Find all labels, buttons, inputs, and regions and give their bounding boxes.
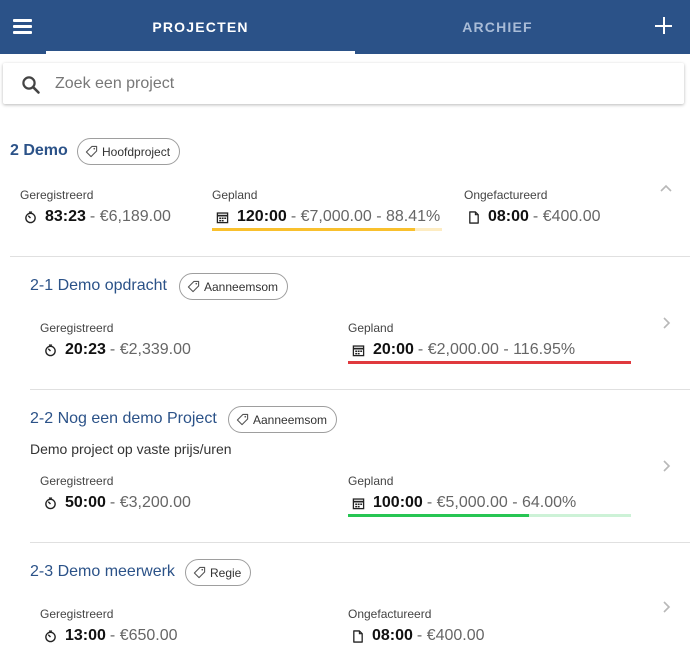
registered-label: Geregistreerd [40, 321, 114, 335]
project-title[interactable]: 2 Demo [10, 142, 68, 159]
planned-progress-bar [212, 228, 442, 231]
chevron-right-icon[interactable] [659, 600, 673, 614]
document-icon [469, 210, 479, 224]
tag-label: Hoofdproject [102, 144, 171, 159]
registered-label: Geregistreerd [40, 474, 114, 488]
registered-hours: 83:23 [45, 208, 86, 225]
plus-icon[interactable] [654, 16, 674, 36]
search-bar [3, 63, 684, 104]
timer-icon [25, 210, 36, 223]
tag-icon [85, 145, 98, 158]
search-icon[interactable] [21, 75, 41, 95]
registered-value: 20:23 - €2,339.00 [44, 341, 191, 359]
subproject-type-tag: Aanneemsom [179, 273, 289, 300]
tag-label: Aanneemsom [253, 412, 328, 427]
registered-amount: - €6,189.00 [89, 208, 171, 225]
planned-amount: - €2,000.00 - 116.95% [417, 341, 576, 358]
tag-icon [193, 566, 206, 579]
timer-icon [45, 343, 56, 356]
divider [30, 542, 690, 543]
subproject-title[interactable]: 2-2 Nog een demo Project [30, 410, 217, 427]
subproject-title[interactable]: 2-1 Demo opdracht [30, 277, 167, 294]
calendar-icon [352, 497, 365, 509]
planned-value: 20:00 - €2,000.00 - 116.95% [352, 341, 575, 359]
planned-progress-fill [212, 228, 416, 231]
tab-archief[interactable]: ARCHIEF [462, 19, 533, 35]
registered-hours: 50:00 [65, 494, 106, 511]
tag-icon [187, 280, 200, 293]
subproject-title[interactable]: 2-3 Demo meerwerk [30, 563, 175, 580]
chevron-right-icon[interactable] [659, 459, 673, 473]
divider [10, 256, 690, 257]
chevron-right-icon[interactable] [659, 316, 673, 330]
planned-hours: 100:00 [373, 494, 423, 511]
project-type-tag: Hoofdproject [77, 138, 181, 165]
registered-label: Geregistreerd [20, 188, 94, 202]
planned-label: Gepland [348, 474, 394, 488]
planned-label: Gepland [212, 188, 258, 202]
active-tab-indicator [46, 51, 355, 54]
uninvoiced-hours: 08:00 [372, 627, 413, 644]
registered-amount: - €650.00 [109, 627, 178, 644]
uninvoiced-label: Ongefactureerd [464, 188, 548, 202]
registered-hours: 20:23 [65, 341, 106, 358]
registered-value: 83:23 - €6,189.00 [24, 208, 171, 226]
subproject-description: Demo project op vaste prijs/uren [30, 441, 232, 457]
registered-amount: - €2,339.00 [109, 341, 191, 358]
planned-progress-fill [348, 361, 631, 364]
planned-value: 100:00 - €5,000.00 - 64.00% [352, 494, 576, 512]
divider [30, 389, 690, 390]
planned-progress-bar [348, 361, 631, 364]
uninvoiced-label: Ongefactureerd [348, 607, 432, 621]
tag-label: Regie [210, 565, 242, 580]
subproject-type-tag: Aanneemsom [228, 406, 338, 433]
uninvoiced-amount: - €400.00 [416, 627, 485, 644]
timer-icon [45, 629, 56, 642]
planned-amount: - €5,000.00 - 64.00% [426, 494, 577, 511]
registered-value: 13:00 - €650.00 [44, 627, 178, 645]
tag-icon [236, 413, 249, 426]
document-icon [353, 629, 363, 643]
tab-projecten[interactable]: PROJECTEN [152, 19, 249, 35]
planned-hours: 20:00 [373, 341, 414, 358]
uninvoiced-value: 08:00 - €400.00 [468, 208, 601, 226]
planned-hours: 120:00 [237, 208, 287, 225]
calendar-icon [216, 211, 229, 223]
search-input[interactable] [55, 71, 655, 97]
tag-label: Aanneemsom [204, 279, 279, 294]
uninvoiced-amount: - €400.00 [532, 208, 601, 225]
calendar-icon [352, 344, 365, 356]
planned-value: 120:00 - €7,000.00 - 88.41% [216, 208, 440, 226]
registered-label: Geregistreerd [40, 607, 114, 621]
uninvoiced-hours: 08:00 [488, 208, 529, 225]
subproject-type-tag: Regie [185, 559, 252, 586]
timer-icon [45, 496, 56, 509]
planned-amount: - €7,000.00 - 88.41% [290, 208, 441, 225]
hamburger-icon[interactable] [12, 15, 34, 37]
planned-progress-fill [348, 514, 530, 517]
planned-progress-bar [348, 514, 631, 517]
uninvoiced-value: 08:00 - €400.00 [352, 627, 485, 645]
app-bar: PROJECTEN ARCHIEF [0, 0, 690, 54]
registered-amount: - €3,200.00 [109, 494, 191, 511]
registered-hours: 13:00 [65, 627, 106, 644]
planned-label: Gepland [348, 321, 394, 335]
registered-value: 50:00 - €3,200.00 [44, 494, 191, 512]
chevron-up-icon[interactable] [659, 181, 673, 195]
